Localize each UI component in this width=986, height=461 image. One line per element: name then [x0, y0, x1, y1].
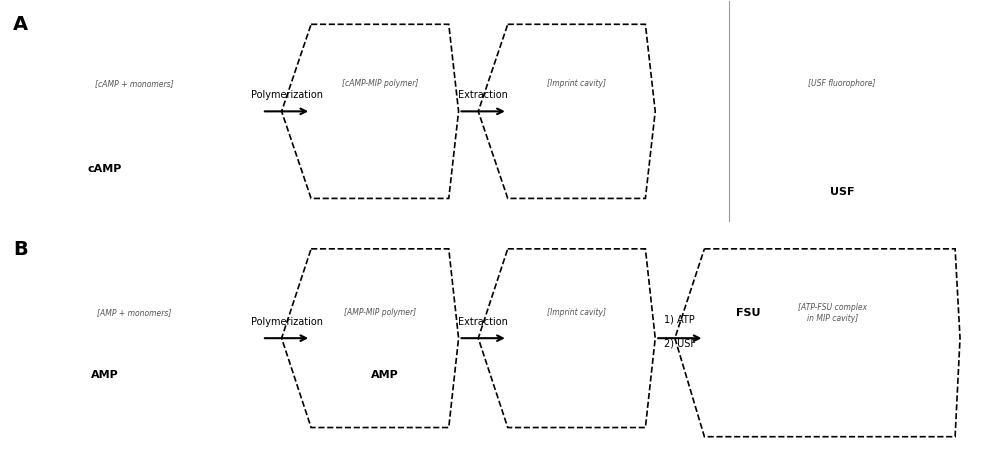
Text: [Imprint cavity]: [Imprint cavity] — [547, 79, 606, 89]
Text: Extraction: Extraction — [458, 317, 508, 327]
Text: [Imprint cavity]: [Imprint cavity] — [547, 308, 606, 318]
Text: [USF fluorophore]: [USF fluorophore] — [809, 79, 876, 89]
Text: AMP: AMP — [91, 370, 118, 380]
Text: USF: USF — [830, 187, 854, 196]
Text: 1) ATP: 1) ATP — [665, 314, 695, 325]
Text: Extraction: Extraction — [458, 90, 508, 100]
Text: Polymerization: Polymerization — [250, 317, 322, 327]
Text: [cAMP + monomers]: [cAMP + monomers] — [95, 79, 174, 89]
Text: [ATP-FSU complex
in MIP cavity]: [ATP-FSU complex in MIP cavity] — [798, 303, 867, 323]
Text: AMP: AMP — [371, 370, 398, 380]
Text: [cAMP-MIP polymer]: [cAMP-MIP polymer] — [342, 79, 418, 89]
Text: B: B — [13, 240, 28, 259]
Text: Polymerization: Polymerization — [250, 90, 322, 100]
Text: 2) USF: 2) USF — [664, 338, 696, 348]
Text: FSU: FSU — [737, 308, 761, 318]
Text: [AMP-MIP polymer]: [AMP-MIP polymer] — [344, 308, 416, 318]
Text: [AMP + monomers]: [AMP + monomers] — [97, 308, 172, 318]
Text: cAMP: cAMP — [88, 164, 122, 174]
Text: A: A — [13, 15, 29, 34]
